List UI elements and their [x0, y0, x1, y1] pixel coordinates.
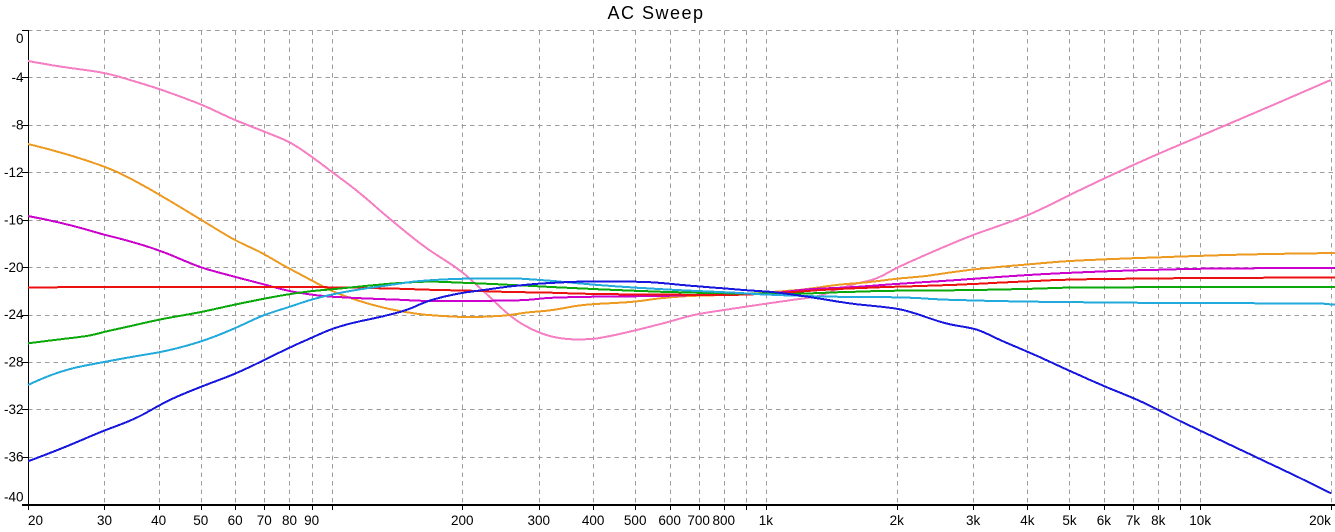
svg-text:-16: -16: [4, 212, 24, 227]
svg-text:40: 40: [151, 513, 166, 528]
svg-text:300: 300: [528, 513, 551, 528]
svg-text:1k: 1k: [759, 513, 774, 528]
svg-text:600: 600: [658, 513, 681, 528]
svg-text:500: 500: [624, 513, 647, 528]
svg-text:3k: 3k: [966, 513, 981, 528]
svg-text:90: 90: [304, 513, 319, 528]
svg-text:-20: -20: [4, 260, 24, 275]
svg-text:-24: -24: [4, 307, 24, 322]
svg-text:0: 0: [16, 31, 24, 46]
svg-text:6k: 6k: [1097, 513, 1112, 528]
svg-text:70: 70: [257, 513, 272, 528]
svg-text:AC Sweep: AC Sweep: [607, 3, 704, 23]
svg-text:-8: -8: [11, 117, 23, 132]
svg-text:60: 60: [228, 513, 243, 528]
svg-text:20k: 20k: [1309, 513, 1331, 528]
svg-text:2k: 2k: [890, 513, 905, 528]
svg-text:-12: -12: [4, 165, 24, 180]
svg-text:20: 20: [28, 513, 43, 528]
svg-text:400: 400: [582, 513, 605, 528]
svg-text:4k: 4k: [1020, 513, 1035, 528]
svg-text:800: 800: [713, 513, 736, 528]
svg-text:7k: 7k: [1126, 513, 1141, 528]
svg-text:30: 30: [97, 513, 112, 528]
svg-text:50: 50: [193, 513, 208, 528]
svg-text:10k: 10k: [1189, 513, 1211, 528]
svg-text:8k: 8k: [1151, 513, 1166, 528]
svg-text:-32: -32: [4, 402, 24, 417]
svg-text:-4: -4: [11, 70, 23, 85]
svg-text:80: 80: [282, 513, 297, 528]
svg-text:-28: -28: [4, 355, 24, 370]
svg-text:200: 200: [451, 513, 474, 528]
svg-text:700: 700: [687, 513, 710, 528]
svg-text:-40: -40: [4, 490, 24, 505]
svg-text:-36: -36: [4, 450, 24, 465]
svg-text:5k: 5k: [1062, 513, 1077, 528]
